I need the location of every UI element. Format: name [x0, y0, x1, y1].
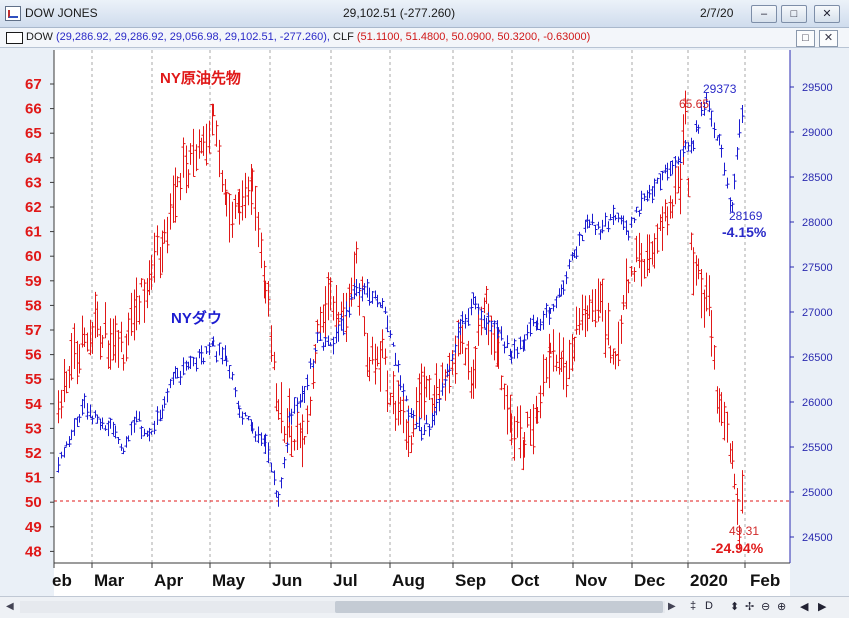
scroll-left-icon[interactable]: ◀	[6, 601, 14, 612]
right-axis-tick-label: 26500	[802, 352, 833, 364]
left-axis-tick-label: 64	[25, 150, 42, 167]
window-date: 2/7/20	[700, 6, 734, 20]
left-axis-tick-label: 52	[25, 445, 42, 462]
legend-clf-label: CLF	[333, 31, 354, 43]
oil-low-label: 49.31	[729, 524, 759, 538]
right-axis-tick-label: 29000	[802, 127, 833, 139]
left-axis-tick-label: 58	[25, 297, 42, 314]
window-title: DOW JONES	[25, 6, 98, 20]
left-axis-tick-label: 66	[25, 101, 42, 118]
close-button[interactable]: ✕	[814, 5, 840, 23]
plot-area	[54, 50, 790, 563]
zoom-out-icon[interactable]: ⊖	[761, 601, 771, 613]
legend-clf-values: (51.1100, 51.4800, 50.0900, 50.3200, -0.…	[356, 31, 591, 43]
oil-series-label: NY原油先物	[160, 69, 241, 87]
close-chart-button[interactable]: ✕	[819, 30, 838, 47]
x-axis-tick-label: Jun	[272, 571, 302, 590]
window-quote: 29,102.51 (-277.260)	[343, 6, 456, 20]
oil-high-label: 65.65	[679, 97, 709, 111]
left-axis-tick-label: 62	[25, 199, 42, 216]
oil-change-label: -24.94%	[711, 540, 764, 556]
scroll-forward-icon[interactable]: ▶	[818, 601, 827, 613]
left-axis-tick-label: 54	[25, 396, 42, 413]
right-axis-tick-label: 29500	[802, 82, 833, 94]
chart-app-icon	[5, 6, 21, 21]
right-axis-tick-label: 25500	[802, 442, 833, 454]
left-axis-tick-label: 60	[25, 248, 42, 265]
left-axis-tick-label: 67	[25, 76, 42, 93]
left-axis-tick-label: 53	[25, 420, 42, 437]
right-axis-tick-label: 27500	[802, 262, 833, 274]
x-axis-tick-label: May	[212, 571, 246, 590]
legend-text: DOW (29,286.92, 29,286.92, 29,056.98, 29…	[26, 31, 590, 43]
x-axis-tick-label: Aug	[392, 571, 425, 590]
x-axis-band	[54, 563, 790, 596]
left-axis-tick-label: 49	[25, 519, 42, 536]
x-axis-tick-label: Feb	[750, 571, 780, 590]
horizontal-scrollbar[interactable]: ◀ ▶ ‡ D ⬍ ✢ ⊖ ⊕ ◀ ▶	[0, 596, 849, 618]
zoom-in-icon[interactable]: ⊕	[777, 601, 787, 613]
left-axis-tick-label: 65	[25, 125, 42, 142]
left-axis-tick-label: 50	[25, 494, 42, 511]
left-axis-tick-label: 61	[25, 224, 42, 241]
left-axis-tick-label: 51	[25, 470, 42, 487]
scroll-right-icon[interactable]: ▶	[668, 601, 676, 612]
right-axis-tick-label: 28000	[802, 217, 833, 229]
dow-series-label: NYダウ	[171, 309, 222, 327]
dow-high-label: 29373	[703, 82, 737, 96]
chart-window-icon	[6, 32, 23, 44]
x-axis-tick-label: Nov	[575, 571, 608, 590]
x-axis-tick-label: Sep	[455, 571, 486, 590]
scroll-back-icon[interactable]: ◀	[800, 601, 809, 613]
right-axis-tick-label: 27000	[802, 307, 833, 319]
left-axis-tick-label: 63	[25, 174, 42, 191]
dow-change-label: -4.15%	[722, 224, 767, 240]
tool-pan-icon[interactable]: ✢	[745, 601, 755, 613]
x-axis-tick-label: Apr	[154, 571, 184, 590]
tool-vscale-icon[interactable]: ⬍	[730, 601, 740, 613]
right-axis-tick-label: 28500	[802, 172, 833, 184]
left-axis-tick-label: 59	[25, 273, 42, 290]
legend-bar: DOW (29,286.92, 29,286.92, 29,056.98, 29…	[0, 28, 849, 48]
scroll-thumb[interactable]	[335, 601, 663, 613]
title-bar: DOW JONES 29,102.51 (-277.260) 2/7/20 – …	[0, 0, 849, 28]
x-axis-tick-label: Jul	[333, 571, 358, 590]
minimize-button[interactable]: –	[751, 5, 777, 23]
x-axis-tick-label: Dec	[634, 571, 665, 590]
legend-dow-label: DOW	[26, 31, 53, 43]
restore-chart-button[interactable]: □	[796, 30, 815, 47]
tool-draw-icon[interactable]: D	[705, 600, 713, 612]
x-axis-tick-label: Mar	[94, 571, 125, 590]
left-axis-tick-label: 48	[25, 543, 42, 560]
dow-bars	[56, 92, 745, 507]
dow-low-label: 28169	[729, 209, 763, 223]
right-axis-tick-label: 26000	[802, 397, 833, 409]
right-axis-tick-label: 24500	[802, 532, 833, 544]
maximize-button[interactable]: □	[781, 5, 807, 23]
tool-cursor-icon[interactable]: ‡	[690, 600, 697, 612]
left-axis-tick-label: 55	[25, 371, 42, 388]
legend-dow-values: (29,286.92, 29,286.92, 29,056.98, 29,102…	[55, 31, 330, 43]
left-axis-tick-label: 56	[25, 347, 42, 364]
x-axis-tick-label: eb	[52, 571, 72, 590]
price-chart: 48 49 50 51 52 53 54 55 56 57 58 59 60 61 62 63 64 65 66 67…	[0, 48, 849, 596]
left-axis-tick-label: 57	[25, 322, 42, 339]
right-axis-tick-label: 25000	[802, 487, 833, 499]
x-axis-tick-label: 2020	[690, 571, 728, 590]
x-axis-tick-label: Oct	[511, 571, 540, 590]
oil-bars	[56, 90, 745, 550]
